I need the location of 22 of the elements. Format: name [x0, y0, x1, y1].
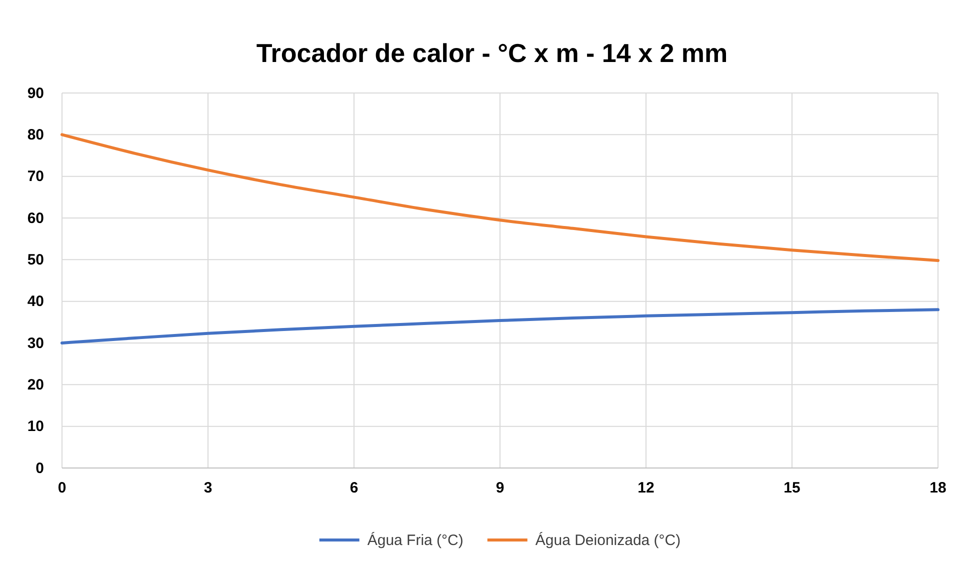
y-tick-label: 40: [27, 293, 44, 310]
x-tick-label: 9: [496, 480, 504, 497]
y-tick-label: 80: [27, 126, 44, 144]
y-tick-label: 90: [27, 84, 44, 102]
x-tick-label: 12: [638, 480, 654, 497]
x-tick-label: 0: [58, 480, 66, 497]
x-tick-label: 18: [930, 480, 946, 497]
y-tick-label: 20: [27, 376, 44, 394]
y-tick-label: 30: [27, 334, 44, 352]
line-series: [60, 308, 940, 344]
legend-label: Água Deionizada (°C): [535, 531, 681, 549]
y-tick-label: 60: [27, 210, 44, 227]
x-tick-label: 6: [350, 480, 358, 497]
x-tick-label: 3: [204, 480, 212, 497]
y-tick-label: 0: [36, 460, 44, 477]
chart-title: Trocador de calor - °C x m - 14 x 2 mm: [256, 38, 728, 68]
y-tick-label: 50: [27, 251, 44, 268]
y-tick-label: 70: [27, 168, 44, 186]
y-tick-label: 10: [27, 418, 44, 436]
legend-label: Água Fria (°C): [367, 531, 464, 549]
line-series: [60, 133, 940, 262]
x-tick-label: 15: [784, 480, 800, 497]
